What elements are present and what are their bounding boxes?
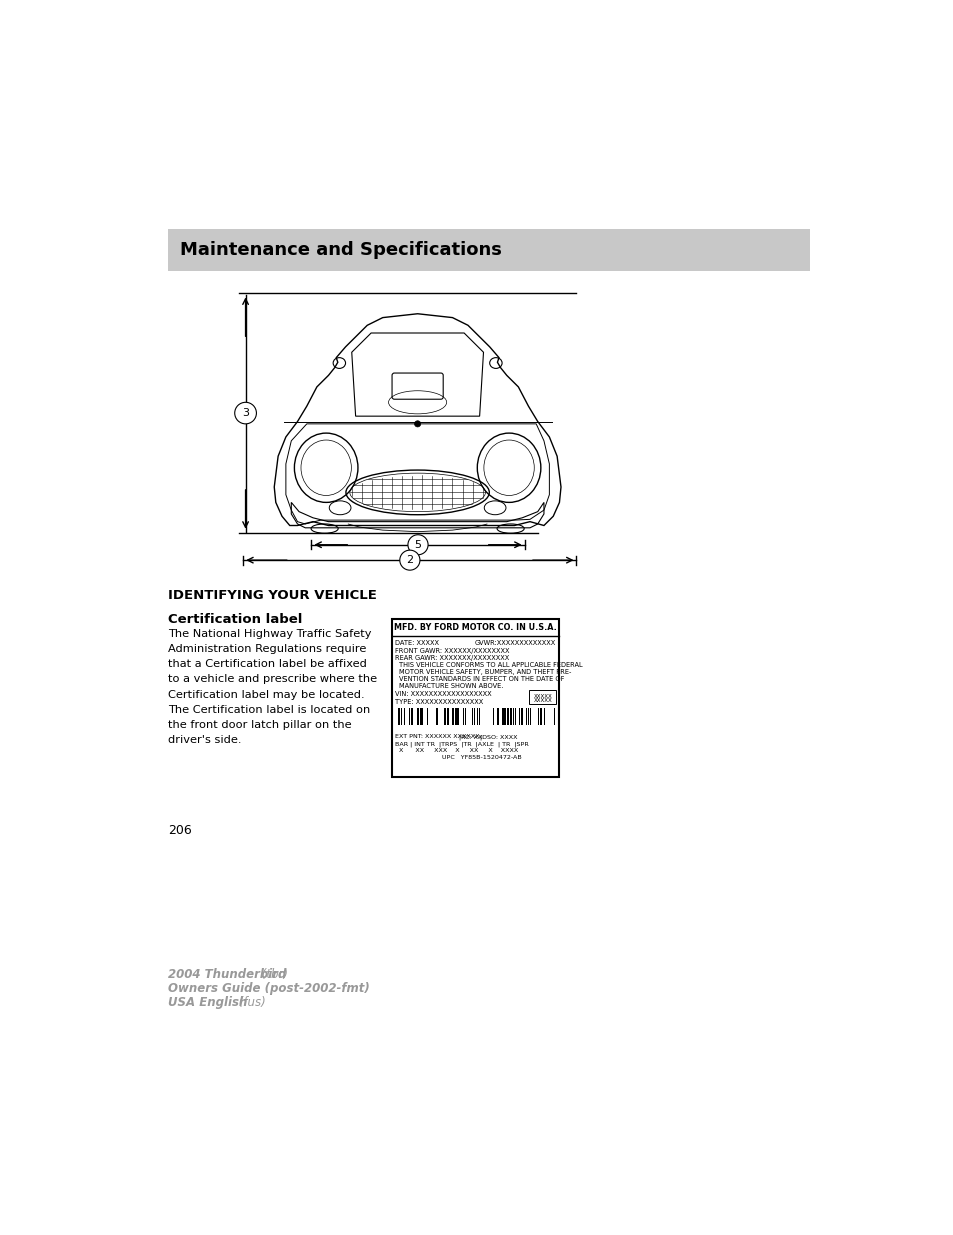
Text: Administration Regulations require: Administration Regulations require [168, 645, 366, 655]
Bar [521, 708, 522, 725]
Text: XXXXX: XXXXX [533, 694, 552, 699]
Bar [416, 708, 418, 725]
Text: EXT PNT: XXXXXX XXXXXX: EXT PNT: XXXXXX XXXXXX [395, 734, 479, 740]
Bar [501, 708, 503, 725]
Bar [419, 708, 420, 725]
Bar [446, 708, 448, 725]
Text: 2004 Thunderbird: 2004 Thunderbird [168, 968, 286, 982]
Text: (tbr): (tbr) [257, 968, 288, 982]
Circle shape [399, 550, 419, 571]
Text: Maintenance and Specifications: Maintenance and Specifications [179, 241, 501, 259]
Circle shape [234, 403, 256, 424]
Bar [518, 708, 519, 725]
Bar [543, 708, 545, 725]
Bar [397, 708, 399, 725]
Bar [474, 708, 475, 725]
Bar [436, 708, 437, 725]
Text: 3: 3 [242, 408, 249, 419]
Circle shape [408, 535, 428, 555]
Text: |DSO: XXXX: |DSO: XXXX [480, 734, 517, 740]
Text: MOTOR VEHICLE SAFETY, BUMPER, AND THEFT PRE-: MOTOR VEHICLE SAFETY, BUMPER, AND THEFT … [398, 668, 571, 674]
Text: BAR | INT TR  |TRPS  |TR  |AXLE  | TR  |SPR: BAR | INT TR |TRPS |TR |AXLE | TR |SPR [395, 741, 528, 747]
Bar [443, 708, 445, 725]
Bar [455, 708, 456, 725]
Bar [539, 708, 541, 725]
Bar [421, 708, 423, 725]
Text: Certification label may be located.: Certification label may be located. [168, 689, 364, 699]
Text: REAR GAWR: XXXXXXX/XXXXXXXX: REAR GAWR: XXXXXXX/XXXXXXXX [395, 655, 509, 661]
Bar [400, 708, 401, 725]
Bar [168, 228, 809, 272]
Bar [509, 708, 511, 725]
Bar [452, 708, 454, 725]
Text: VIN: XXXXXXXXXXXXXXXXXX: VIN: XXXXXXXXXXXXXXXXXX [395, 692, 491, 697]
Text: X      XX     XXX    X     XX     X    XXXX: X XX XXX X XX X XXXX [395, 748, 517, 753]
Text: TYPE: XXXXXXXXXXXXXXX: TYPE: XXXXXXXXXXXXXXX [395, 699, 483, 705]
Bar [553, 708, 555, 725]
Bar [497, 708, 498, 725]
Text: to a vehicle and prescribe where the: to a vehicle and prescribe where the [168, 674, 376, 684]
Circle shape [415, 421, 420, 427]
Text: DATE: XXXXX: DATE: XXXXX [395, 640, 438, 646]
Bar [527, 708, 529, 725]
Bar [408, 708, 410, 725]
Bar [392, 620, 558, 777]
Text: the front door latch pillar on the: the front door latch pillar on the [168, 720, 352, 730]
Text: The Certification label is located on: The Certification label is located on [168, 704, 370, 715]
Text: driver's side.: driver's side. [168, 735, 241, 745]
Text: The National Highway Traffic Safety: The National Highway Traffic Safety [168, 630, 371, 640]
Text: VENTION STANDARDS IN EFFECT ON THE DATE OF: VENTION STANDARDS IN EFFECT ON THE DATE … [398, 676, 564, 682]
Text: GVWR:XXXXXXXXXXXXX: GVWR:XXXXXXXXXXXXX [474, 640, 555, 646]
Bar [512, 708, 514, 725]
Text: Certification label: Certification label [168, 613, 302, 625]
Bar [507, 708, 509, 725]
Text: that a Certification label be affixed: that a Certification label be affixed [168, 659, 367, 669]
Text: 2: 2 [406, 556, 413, 566]
Text: XXXXX: XXXXX [533, 698, 552, 703]
Bar [504, 708, 505, 725]
Text: IDENTIFYING YOUR VEHICLE: IDENTIFYING YOUR VEHICLE [168, 589, 376, 601]
Bar [462, 708, 464, 725]
Bar [427, 708, 428, 725]
Bar [410, 708, 412, 725]
Text: Owners Guide (post-2002-fmt): Owners Guide (post-2002-fmt) [168, 982, 370, 995]
Text: MFD. BY FORD MOTOR CO. IN U.S.A.: MFD. BY FORD MOTOR CO. IN U.S.A. [394, 624, 557, 632]
Bar [537, 708, 538, 725]
Text: UPC   YF85B-1520472-AB: UPC YF85B-1520472-AB [441, 755, 521, 760]
Text: 206: 206 [168, 824, 192, 837]
Bar [476, 708, 477, 725]
Text: THIS VEHICLE CONFORMS TO ALL APPLICABLE FEDERAL: THIS VEHICLE CONFORMS TO ALL APPLICABLE … [398, 662, 582, 668]
Text: USA English: USA English [168, 995, 247, 1009]
Text: FRONT GAWR: XXXXXX/XXXXXXXX: FRONT GAWR: XXXXXX/XXXXXXXX [395, 648, 509, 653]
Text: 5: 5 [414, 540, 421, 550]
Bar [529, 690, 556, 704]
Text: MANUFACTURE SHOWN ABOVE.: MANUFACTURE SHOWN ABOVE. [398, 683, 503, 689]
Text: (fus): (fus) [234, 995, 265, 1009]
Text: |RC: XX: |RC: XX [458, 734, 481, 740]
